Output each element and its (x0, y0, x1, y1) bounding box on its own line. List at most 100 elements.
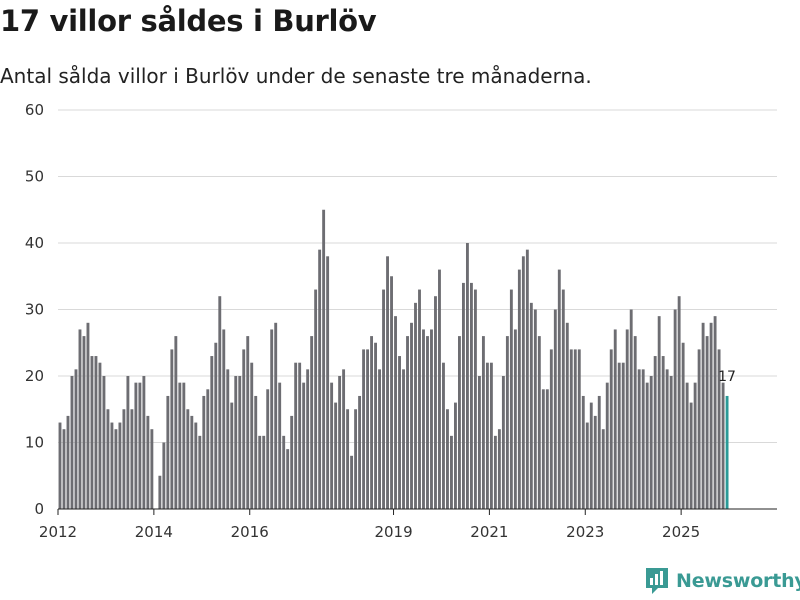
bar (338, 376, 342, 509)
bar (78, 329, 82, 509)
bar (701, 322, 705, 509)
bar (422, 329, 425, 509)
bar (557, 269, 561, 509)
bar (74, 369, 78, 509)
y-tick-label: 60 (25, 101, 44, 119)
bar (442, 362, 445, 509)
bar (346, 409, 350, 509)
bar (426, 336, 429, 509)
bar (194, 422, 198, 509)
bar (697, 349, 701, 509)
bar (62, 429, 66, 509)
bar (170, 349, 174, 509)
bar (462, 282, 465, 509)
bar (717, 349, 721, 509)
bar (641, 369, 645, 509)
bar (709, 322, 713, 509)
bar (537, 336, 541, 509)
highlight-value-label: 17 (718, 369, 736, 385)
bar (410, 322, 413, 509)
bar (386, 256, 389, 509)
x-tick-label: 2021 (470, 523, 508, 541)
bar (394, 316, 397, 509)
bar (434, 296, 437, 509)
bar (354, 409, 358, 509)
bar (645, 382, 649, 509)
bar (402, 369, 405, 509)
bar (362, 349, 366, 509)
bar (565, 322, 569, 509)
bar (186, 409, 190, 509)
bar (138, 382, 142, 509)
bar (589, 402, 593, 509)
bar (669, 376, 673, 509)
bar (98, 362, 102, 509)
bar (126, 376, 130, 509)
bar (481, 336, 485, 509)
bar (501, 376, 505, 509)
bar (274, 322, 278, 509)
bar (693, 382, 697, 509)
bar (234, 376, 238, 509)
bar (174, 336, 178, 509)
y-tick-label: 40 (25, 234, 44, 252)
bar (278, 382, 282, 509)
bar (613, 329, 617, 509)
bar (158, 475, 162, 509)
bar (657, 316, 661, 509)
bar (306, 369, 310, 509)
bar (366, 349, 370, 509)
bar (458, 336, 461, 509)
bar (438, 269, 441, 509)
bar (681, 342, 685, 509)
y-tick-label: 50 (25, 168, 44, 186)
bar (382, 289, 385, 509)
bar (358, 395, 362, 509)
bar (350, 455, 354, 509)
bar (114, 429, 118, 509)
bar (318, 249, 322, 509)
y-tick-label: 0 (34, 500, 44, 518)
y-tick-label: 30 (25, 301, 44, 319)
bar-highlight (725, 395, 729, 509)
bar (134, 382, 138, 509)
bar (310, 336, 314, 509)
bar (294, 362, 298, 509)
bar (142, 376, 146, 509)
bar (198, 435, 202, 509)
bar (286, 449, 290, 509)
bar (418, 289, 421, 509)
bar (485, 362, 489, 509)
chart-title: 17 villor såldes i Burlöv (0, 4, 377, 38)
x-tick-label: 2012 (39, 523, 77, 541)
bar (398, 356, 401, 509)
bar (302, 382, 306, 509)
bar (561, 289, 565, 509)
bar (326, 256, 330, 509)
bar (649, 376, 653, 509)
newsworthy-chart-icon (646, 568, 668, 594)
bar (577, 349, 581, 509)
bar (190, 415, 194, 509)
bar (414, 302, 417, 509)
bar (218, 296, 222, 509)
bar (553, 309, 557, 509)
bar (549, 349, 553, 509)
bar (430, 329, 433, 509)
bar (86, 322, 90, 509)
bar (505, 336, 509, 509)
bar (513, 329, 517, 509)
bar (454, 402, 457, 509)
bar (521, 256, 525, 509)
bar (102, 376, 106, 509)
gridlines (58, 109, 777, 443)
bar (242, 349, 246, 509)
bar (202, 395, 206, 509)
bar (661, 356, 665, 509)
bar (450, 435, 453, 509)
bar (266, 389, 270, 509)
bar (677, 296, 681, 509)
bar (581, 395, 585, 509)
bar (58, 422, 62, 509)
